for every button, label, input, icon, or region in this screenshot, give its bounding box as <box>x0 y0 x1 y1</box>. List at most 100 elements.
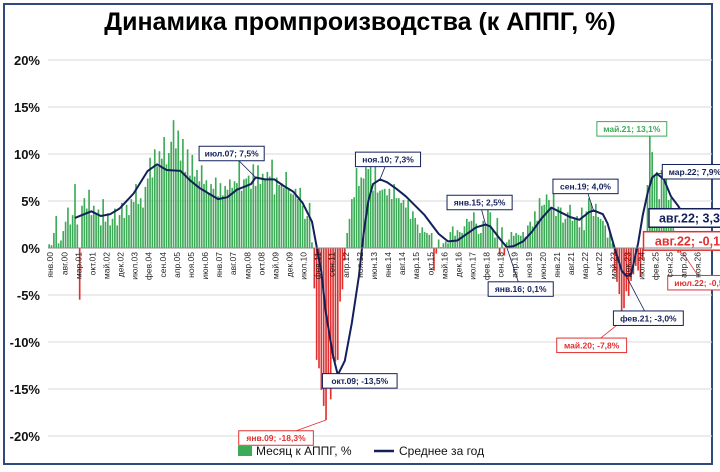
bar <box>99 225 102 248</box>
bar <box>620 248 623 322</box>
bar <box>646 185 649 248</box>
x-tick-label: июл.17 <box>468 252 478 280</box>
bar <box>367 169 370 248</box>
bar <box>226 189 229 248</box>
bar <box>219 183 222 248</box>
bar <box>416 224 419 248</box>
bar <box>332 248 334 359</box>
bar <box>200 165 203 248</box>
x-tick-label: дек.09 <box>284 252 294 277</box>
bar <box>341 248 344 290</box>
bar <box>595 203 597 248</box>
bar <box>383 188 386 248</box>
chart-title: Динамика промпроизводства (к АППГ, %) <box>104 8 616 36</box>
bar <box>339 248 341 302</box>
bar <box>334 248 337 362</box>
x-tick-label: янв.14 <box>383 252 393 278</box>
bar <box>271 159 273 248</box>
bar <box>569 204 571 248</box>
bar <box>611 243 614 248</box>
bar <box>376 192 379 248</box>
bar <box>618 248 621 295</box>
y-tick-label: 15% <box>14 100 40 115</box>
bar <box>498 248 501 255</box>
bar <box>623 248 625 309</box>
x-tick-label: апр.26 <box>679 252 689 278</box>
bar <box>71 215 74 248</box>
bar <box>351 199 353 248</box>
bar <box>329 248 332 400</box>
bar <box>564 218 567 248</box>
x-tick-label: июл.24 <box>636 252 646 280</box>
bar <box>451 226 454 248</box>
bar <box>231 187 234 248</box>
bar <box>426 232 428 248</box>
bar <box>301 205 304 248</box>
bar <box>372 190 374 248</box>
bar <box>132 201 135 248</box>
bar <box>534 211 536 248</box>
x-tick-label: фев.04 <box>144 252 154 280</box>
bar <box>409 218 412 248</box>
bar <box>268 176 271 248</box>
bar <box>233 181 236 248</box>
x-tick-label: мар.15 <box>411 252 421 279</box>
bar <box>104 221 107 248</box>
bar <box>153 149 156 248</box>
bar <box>421 227 424 248</box>
bar <box>85 208 88 248</box>
x-tick-label: мар.22 <box>580 252 590 279</box>
bar <box>325 248 327 421</box>
annotation-label: янв.16; 0,1% <box>495 284 547 294</box>
legend: Месяц к АППГ, % Среднее за год <box>238 444 484 458</box>
bar <box>254 185 257 248</box>
annotation-label: мар.22; 7,9% <box>669 167 720 177</box>
bar <box>62 231 65 248</box>
bar <box>266 171 269 248</box>
bar <box>109 225 111 248</box>
bar <box>214 177 217 248</box>
bar <box>630 248 632 281</box>
annotation-box <box>198 145 265 162</box>
annotations-layer: июл.07; 7,5% ноя.10; 7,3% янв.09; -18,3% ок… <box>198 121 720 446</box>
bar <box>280 183 283 248</box>
bar <box>524 236 527 248</box>
bar <box>444 241 447 248</box>
annotation-box <box>667 274 720 291</box>
annotation-label: авг.22; -0,1% <box>655 234 720 248</box>
bar <box>306 216 309 248</box>
x-tick-label: июн.20 <box>538 252 548 280</box>
bar <box>637 248 639 271</box>
annotation-box <box>661 163 720 180</box>
bar <box>76 224 79 248</box>
y-tick-label: 5% <box>21 194 40 209</box>
bar <box>447 243 449 248</box>
y-tick-label: -15% <box>10 382 41 397</box>
bar <box>400 202 402 248</box>
x-tick-label: авг.14 <box>397 252 407 275</box>
x-tick-label: окт.15 <box>425 252 435 276</box>
legend-label-line: Среднее за год <box>399 444 484 458</box>
bar <box>189 175 191 248</box>
bar <box>388 188 391 248</box>
bar <box>541 205 543 248</box>
bar <box>64 221 67 248</box>
bar <box>177 130 180 248</box>
bar <box>468 221 470 248</box>
bar <box>130 199 133 248</box>
bar <box>510 232 513 248</box>
bar <box>261 173 264 248</box>
bar <box>571 220 574 248</box>
bar <box>597 216 600 248</box>
bar <box>613 248 616 271</box>
bar <box>275 177 278 248</box>
bar <box>252 164 255 248</box>
bar <box>247 175 250 248</box>
bar <box>587 198 590 248</box>
bar <box>573 217 576 248</box>
x-tick-label: окт.22 <box>594 252 604 276</box>
y-tick-label: 10% <box>14 147 40 162</box>
bar <box>508 239 510 248</box>
x-tick-label: янв.21 <box>552 252 562 278</box>
bar <box>365 167 367 248</box>
